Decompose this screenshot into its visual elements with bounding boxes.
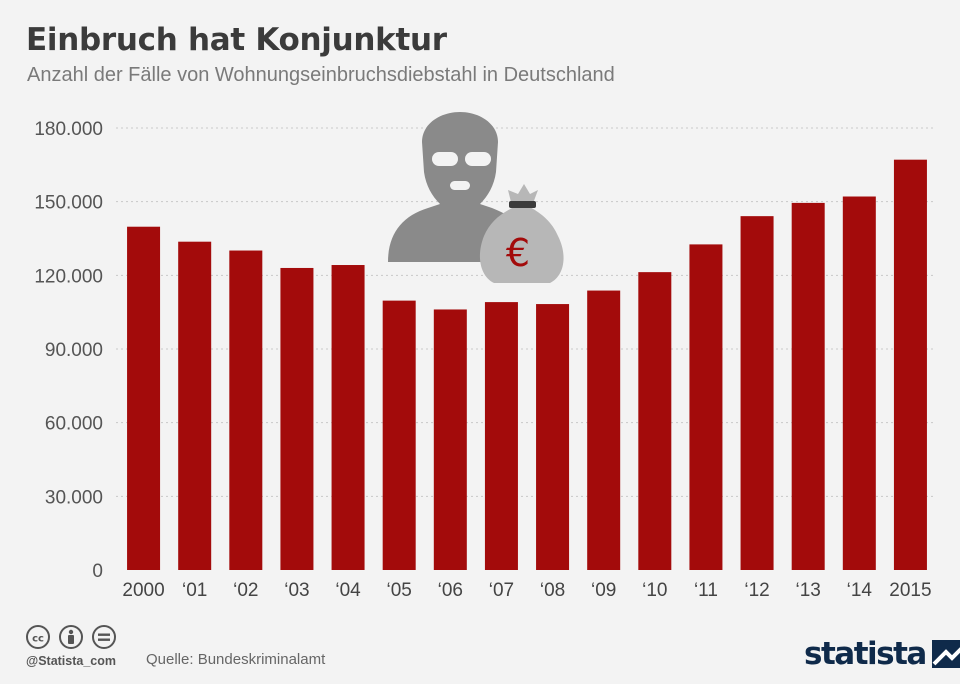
bar[interactable] [638, 272, 672, 570]
bars [127, 159, 927, 571]
no-derivatives-icon [92, 625, 116, 649]
chart-subtitle: Anzahl der Fälle von Wohnungseinbruchsdi… [27, 64, 615, 86]
bar[interactable] [229, 250, 263, 570]
bar[interactable] [791, 202, 825, 570]
statista-handle: @Statista_com [26, 654, 116, 668]
burglar-mask-icon [388, 112, 516, 262]
bar[interactable] [536, 304, 570, 570]
x-tick-label: ‘14 [847, 580, 873, 601]
money-bag-icon: € [479, 184, 564, 283]
bar-chart: 0 30.000 60.000 90.000 120.000 150.000 180.000… [34, 112, 934, 601]
bar[interactable] [740, 216, 774, 570]
source-note: Quelle: Bundeskriminalamt [146, 651, 326, 668]
y-tick-label: 180.000 [34, 119, 103, 140]
y-tick-label: 0 [92, 561, 103, 582]
x-tick-label: ‘11 [694, 580, 718, 601]
x-tick-label: ‘02 [233, 580, 258, 601]
x-tick-label: ‘06 [438, 580, 463, 601]
license-icons: cc [26, 625, 116, 649]
x-tick-label: ‘10 [642, 580, 667, 601]
bar[interactable] [178, 241, 212, 571]
chart-title: Einbruch hat Konjunktur [26, 22, 447, 58]
bar[interactable] [587, 290, 621, 570]
cc-icon: cc [26, 625, 50, 649]
statista-logo-icon [931, 640, 960, 668]
x-tick-label: ‘09 [591, 580, 616, 601]
x-tick-label: ‘12 [744, 580, 769, 601]
bar[interactable] [280, 267, 314, 570]
svg-text:cc: cc [32, 634, 44, 645]
x-tick-label: ‘05 [387, 580, 412, 601]
euro-symbol: € [506, 231, 530, 275]
y-tick-label: 30.000 [45, 487, 103, 508]
bar[interactable] [382, 300, 416, 570]
statista-logo[interactable]: statista [804, 636, 960, 672]
y-tick-label: 150.000 [34, 193, 103, 214]
y-axis-tick-labels: 0 30.000 60.000 90.000 120.000 150.000 180.000 [34, 119, 103, 582]
logo-text: statista [804, 636, 927, 672]
y-tick-label: 90.000 [45, 340, 103, 361]
bar[interactable] [433, 309, 467, 570]
x-tick-label: ‘08 [540, 580, 565, 601]
x-tick-label: 2000 [122, 580, 164, 601]
x-tick-label: ‘13 [796, 580, 821, 601]
x-tick-label: ‘04 [335, 580, 361, 601]
x-tick-label: ‘03 [284, 580, 309, 601]
bar[interactable] [331, 265, 365, 570]
x-tick-label: 2015 [889, 580, 931, 601]
x-tick-label: ‘01 [182, 580, 207, 601]
bar[interactable] [893, 159, 927, 570]
bar[interactable] [484, 302, 518, 570]
x-tick-label: ‘07 [489, 580, 514, 601]
x-axis-tick-labels: 2000 ‘01 ‘02 ‘03 ‘04 ‘05 ‘06 ‘07 ‘08 ‘09 ‘10 ‘11 ‘12… [122, 580, 931, 601]
y-tick-label: 120.000 [34, 266, 103, 287]
attribution-icon [59, 625, 83, 649]
bar[interactable] [127, 226, 161, 571]
bar[interactable] [842, 196, 876, 570]
bar[interactable] [689, 244, 723, 571]
y-tick-label: 60.000 [45, 414, 103, 435]
